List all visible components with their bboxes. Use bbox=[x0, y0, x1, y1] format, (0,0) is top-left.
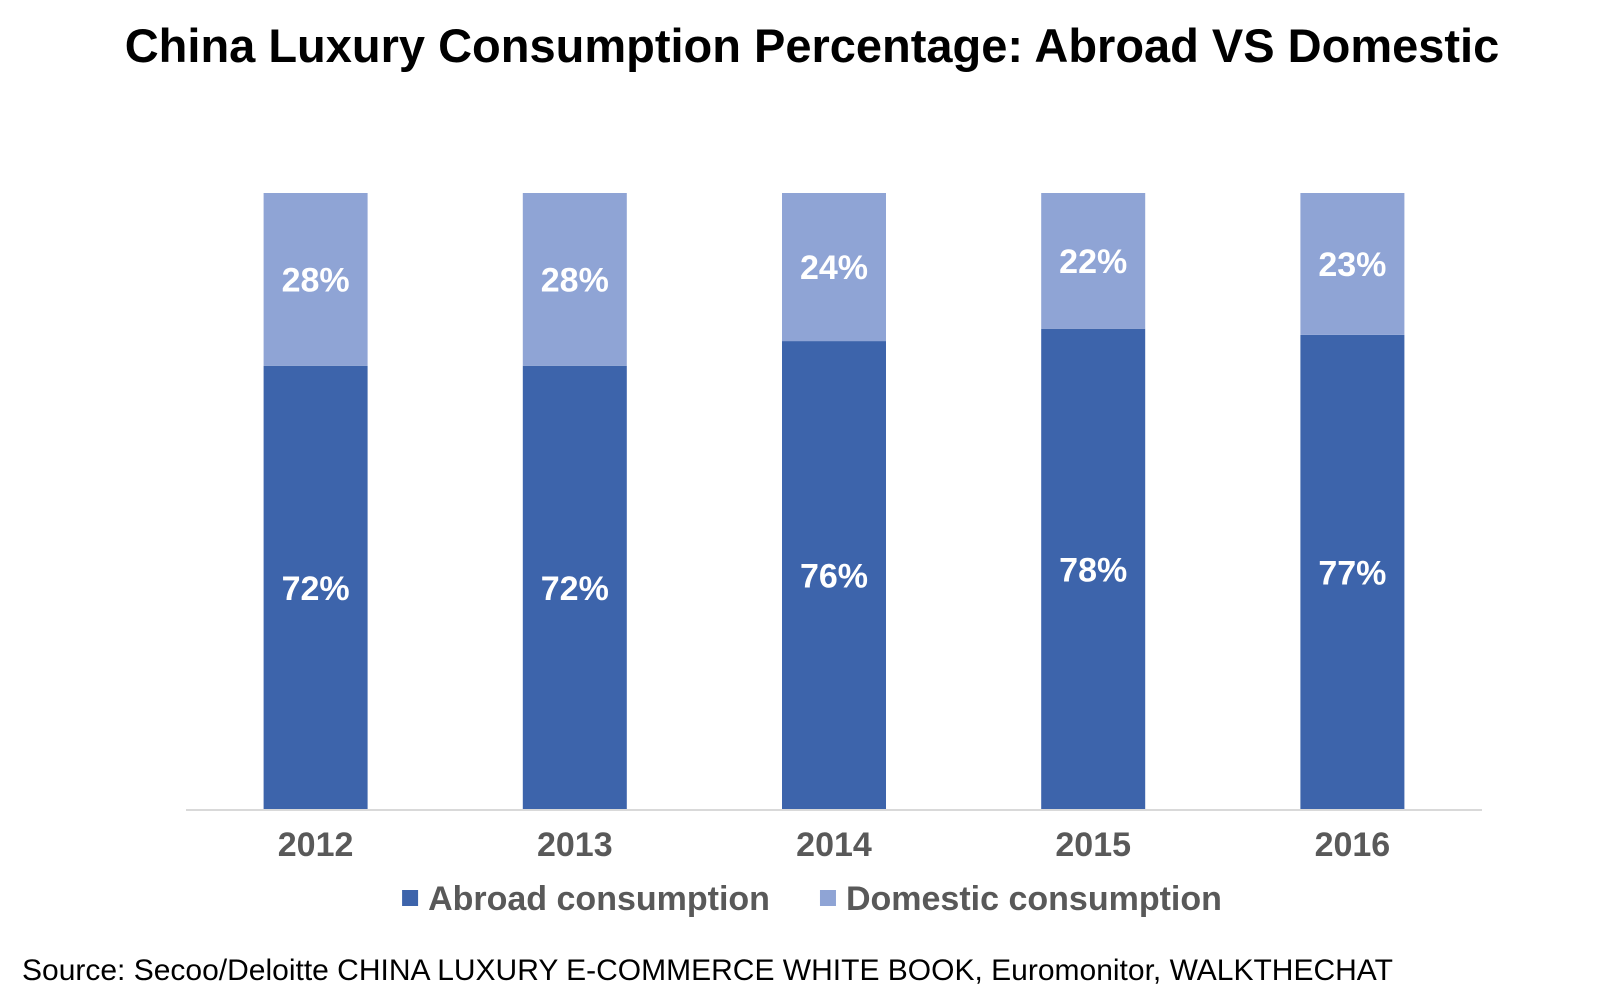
bar-domestic-2015 bbox=[1041, 193, 1146, 329]
bar-abroad-2016 bbox=[1300, 334, 1405, 810]
data-label-domestic-2013: 28% bbox=[541, 261, 609, 299]
x-tick-label-2013: 2013 bbox=[537, 826, 613, 864]
bar-abroad-2015 bbox=[1041, 328, 1146, 810]
data-label-domestic-2014: 24% bbox=[800, 249, 868, 287]
bar-domestic-2012 bbox=[263, 193, 368, 366]
bar-domestic-2013 bbox=[522, 193, 627, 366]
x-tick-label-2012: 2012 bbox=[278, 826, 354, 864]
legend-swatch-abroad bbox=[402, 890, 419, 906]
data-label-abroad-2015: 78% bbox=[1059, 551, 1127, 589]
legend-label-abroad: Abroad consumption bbox=[428, 880, 770, 918]
bar-domestic-2014 bbox=[782, 193, 886, 342]
bars-layer: 72% 28% 72% 28% 76% 24% 78% 22% 77% 23% bbox=[263, 193, 1405, 810]
legend-label-domestic: Domestic consumption bbox=[846, 880, 1222, 918]
data-label-abroad-2013: 72% bbox=[541, 570, 609, 608]
bar-abroad-2013 bbox=[522, 365, 627, 810]
data-label-abroad-2014: 76% bbox=[800, 558, 868, 596]
bar-domestic-2016 bbox=[1300, 193, 1405, 335]
x-tick-labels: 2012 2013 2014 2015 2016 bbox=[278, 826, 1390, 864]
x-tick-label-2014: 2014 bbox=[796, 826, 872, 864]
x-tick-label-2016: 2016 bbox=[1315, 826, 1391, 864]
data-label-domestic-2015: 22% bbox=[1059, 243, 1127, 281]
bar-abroad-2014 bbox=[782, 341, 886, 810]
bar-abroad-2012 bbox=[263, 365, 368, 810]
data-label-abroad-2012: 72% bbox=[282, 570, 350, 608]
data-label-abroad-2016: 77% bbox=[1318, 554, 1386, 592]
chart-title: China Luxury Consumption Percentage: Abr… bbox=[124, 19, 1500, 72]
x-tick-label-2015: 2015 bbox=[1055, 826, 1131, 864]
data-label-domestic-2012: 28% bbox=[282, 261, 350, 299]
data-label-domestic-2016: 23% bbox=[1318, 246, 1386, 284]
legend: Abroad consumption Domestic consumption bbox=[402, 880, 1222, 918]
legend-swatch-domestic bbox=[819, 890, 836, 906]
source-note: Source: Secoo/Deloitte CHINA LUXURY E-CO… bbox=[22, 954, 1393, 987]
